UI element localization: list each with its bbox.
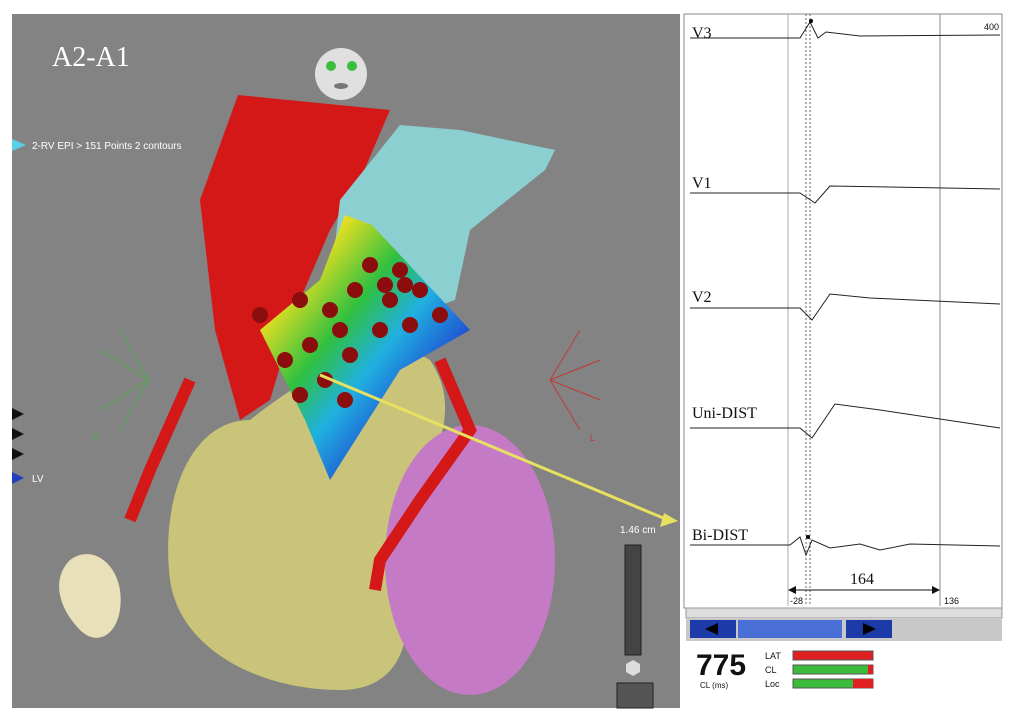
prev-icon xyxy=(705,623,718,635)
ventricle xyxy=(168,350,446,690)
nav-arrow[interactable] xyxy=(12,408,24,420)
face-mouth xyxy=(334,83,348,89)
channel-label: Uni-DIST xyxy=(692,405,757,422)
face-eye xyxy=(326,61,336,71)
activation-map xyxy=(260,215,470,480)
map-marker[interactable] xyxy=(12,139,26,151)
cl-bar-tip xyxy=(868,665,873,674)
left-ventricle xyxy=(385,425,555,695)
channel-label: V3 xyxy=(692,25,712,42)
chamber-marker[interactable] xyxy=(12,472,24,484)
traces-panel xyxy=(683,13,1003,609)
page-buttons[interactable] xyxy=(738,620,842,638)
pointer-arrow-head xyxy=(660,513,678,527)
axis-glyph xyxy=(549,329,601,431)
map-points xyxy=(252,257,448,408)
face-eye xyxy=(347,61,357,71)
orientation-face[interactable] xyxy=(315,48,367,100)
nav-arrow[interactable] xyxy=(12,448,24,460)
scale-label: 1.46 cm xyxy=(620,525,656,536)
cl-bar xyxy=(792,664,874,675)
window-end: 136 xyxy=(944,596,959,606)
annotation-dot xyxy=(809,19,813,23)
axis-label: L xyxy=(590,433,595,443)
channel-label: V2 xyxy=(692,289,712,306)
map-title: A2-A1 xyxy=(52,42,130,73)
lat-bar xyxy=(792,650,874,661)
mini-heart xyxy=(59,554,121,638)
scale-bar[interactable] xyxy=(624,544,642,656)
chamber-label: LV xyxy=(32,474,44,485)
nav-arrow[interactable] xyxy=(12,428,24,440)
window-start: -28 xyxy=(790,596,803,606)
channel-label: V1 xyxy=(692,175,712,192)
bar-label: Loc xyxy=(765,679,780,689)
interval-label: 164 xyxy=(850,571,874,588)
annotation-dot xyxy=(806,535,810,539)
axis-glyph xyxy=(99,329,149,431)
scale-handle[interactable] xyxy=(626,660,640,676)
arrow-head xyxy=(788,586,796,594)
vessels xyxy=(124,357,477,591)
loc-bar-tip xyxy=(853,679,873,688)
pointer-arrow xyxy=(319,373,669,522)
signal-traces xyxy=(690,20,1001,557)
cycle-unit: CL (ms) xyxy=(700,681,728,690)
channel-label: Bi-DIST xyxy=(692,527,748,544)
bar-label: LAT xyxy=(765,651,781,661)
scrollbar[interactable] xyxy=(685,607,1003,619)
aorta xyxy=(200,95,390,420)
gain-label: 400 xyxy=(984,22,999,32)
next-icon xyxy=(863,623,876,635)
view-button[interactable] xyxy=(616,682,654,709)
cycle-value: 775 xyxy=(696,649,746,682)
axis-label: R xyxy=(92,433,99,443)
arrow-head xyxy=(932,586,940,594)
map-label: 2-RV EPI > 151 Points 2 contours xyxy=(32,141,182,152)
bar-label: CL xyxy=(765,665,777,675)
